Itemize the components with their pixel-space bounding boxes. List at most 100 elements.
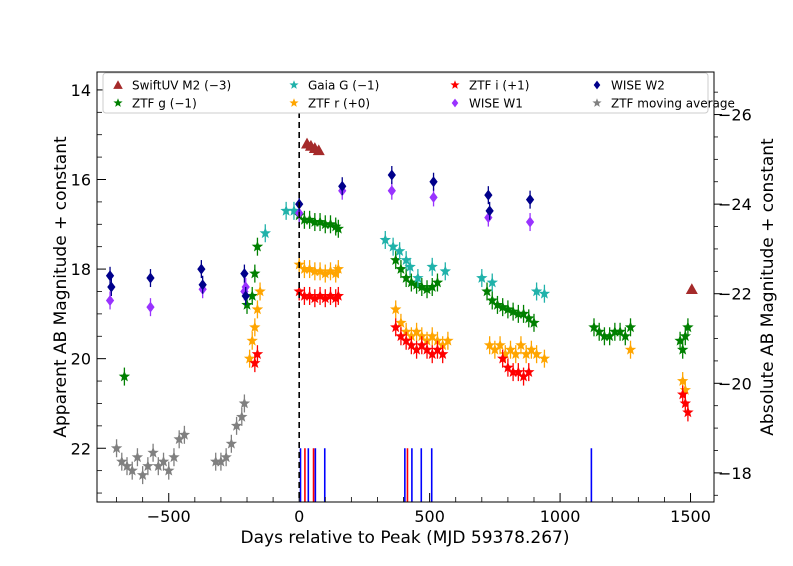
data-point <box>332 263 344 274</box>
legend-label: SwiftUV M2 (−3) <box>132 79 231 93</box>
data-point <box>410 278 423 290</box>
y-tick-label: 16 <box>71 171 91 190</box>
data-point <box>484 189 493 201</box>
data-point <box>619 330 631 342</box>
data-point <box>387 169 396 181</box>
data-point <box>259 227 271 239</box>
data-point <box>314 216 326 227</box>
data-point <box>416 339 428 351</box>
data-point <box>330 220 342 232</box>
legend-marker <box>113 98 123 107</box>
data-point <box>421 283 433 295</box>
plot-frame <box>96 71 715 503</box>
y-axis-label-right: Absolute AB Magnitude + constant <box>758 138 778 436</box>
data-point <box>429 191 438 203</box>
data-point <box>298 290 311 301</box>
right-y-tick-label: −20 <box>718 374 752 393</box>
legend-entry: WISE W1 <box>451 97 523 111</box>
legend-entry: ZTF g (−1) <box>113 97 197 111</box>
data-point <box>387 185 396 197</box>
series-2 <box>259 201 551 303</box>
right-y-tick-label: −24 <box>718 195 752 214</box>
data-point <box>679 397 691 409</box>
x-tick-label: 1000 <box>540 507 581 526</box>
data-point <box>410 325 423 337</box>
data-point <box>314 290 326 301</box>
data-point <box>404 260 416 272</box>
data-point <box>497 352 509 364</box>
data-point <box>309 216 321 227</box>
data-point <box>230 419 243 431</box>
data-point <box>400 254 412 265</box>
data-point <box>682 321 694 333</box>
data-point <box>426 281 438 292</box>
data-point <box>395 330 407 342</box>
data-point <box>429 176 438 188</box>
data-point <box>624 321 637 333</box>
data-point <box>416 330 428 342</box>
legend-entry: ZTF r (+0) <box>289 97 370 111</box>
data-point <box>332 222 344 234</box>
legend-entry: Gaia G (−1) <box>289 79 379 93</box>
data-point <box>497 301 509 312</box>
data-point <box>486 294 498 306</box>
data-point <box>400 325 412 337</box>
data-point <box>431 334 444 346</box>
data-point <box>136 469 149 480</box>
data-point <box>121 460 133 471</box>
y-tick-label: 18 <box>71 260 91 279</box>
series-1 <box>118 206 694 386</box>
data-point <box>168 451 180 463</box>
data-point <box>131 451 144 463</box>
legend-marker <box>593 80 601 90</box>
x-tick-label: −500 <box>147 507 191 526</box>
data-point <box>512 307 524 319</box>
data-point <box>491 298 504 310</box>
data-point <box>312 144 325 156</box>
data-point <box>494 339 506 351</box>
data-point <box>489 343 501 355</box>
data-point <box>198 279 207 291</box>
data-point <box>395 263 407 274</box>
data-point <box>439 265 451 277</box>
data-point <box>530 348 543 359</box>
data-point <box>405 339 418 351</box>
data-point <box>338 180 347 192</box>
data-point <box>512 366 524 377</box>
data-point <box>677 375 689 386</box>
data-point <box>240 268 249 280</box>
data-point <box>142 460 154 471</box>
data-point <box>298 263 311 274</box>
data-point <box>395 316 407 328</box>
spectra-epoch-markers <box>299 448 593 502</box>
data-point <box>421 343 433 355</box>
data-point <box>682 406 694 418</box>
data-marks <box>105 137 698 485</box>
legend-marker <box>450 80 460 89</box>
data-point <box>379 234 391 245</box>
data-point <box>246 334 258 346</box>
data-point <box>303 290 316 301</box>
data-point <box>319 267 331 279</box>
data-point <box>298 213 311 225</box>
data-point <box>614 325 626 337</box>
y-tick-label: 14 <box>71 81 91 100</box>
data-point <box>481 285 493 297</box>
data-point <box>504 343 517 355</box>
data-point <box>609 325 621 337</box>
data-point <box>303 213 316 225</box>
y-axis-label-left: Apparent AB Magnitude + constant <box>51 136 71 438</box>
data-point <box>390 303 402 315</box>
series-6 <box>105 166 535 305</box>
legend-marker <box>289 80 299 89</box>
data-point <box>412 272 424 283</box>
x-axis-label: Days relative to Peak (MJD 59378.267) <box>241 528 570 548</box>
data-point <box>303 263 316 274</box>
legend-box <box>102 72 709 114</box>
data-point <box>314 265 326 277</box>
data-point <box>243 352 256 364</box>
data-point <box>288 204 300 216</box>
right-y-tick-label: −18 <box>718 464 752 483</box>
data-point <box>173 433 185 445</box>
data-point <box>426 348 438 359</box>
